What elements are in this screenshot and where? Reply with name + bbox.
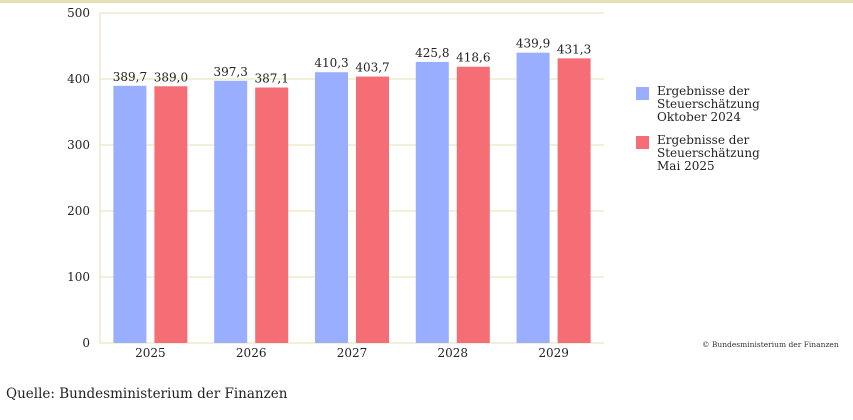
data-label: 397,3 — [214, 65, 248, 79]
x-tick-label: 2025 — [135, 346, 166, 360]
copyright-note: © Bundesministerium der Finanzen — [702, 340, 839, 349]
data-label: 389,7 — [113, 70, 147, 84]
x-tick-label: 2027 — [337, 346, 368, 360]
data-label: 387,1 — [255, 72, 289, 86]
data-label: 389,0 — [154, 70, 188, 84]
bar — [315, 72, 348, 344]
data-label: 403,7 — [355, 61, 389, 75]
data-label: 439,9 — [516, 37, 550, 51]
bar — [456, 66, 490, 343]
legend: Ergebnisse der Steuerschätzung Oktober 2… — [636, 85, 851, 183]
x-tick-label: 2026 — [236, 346, 267, 360]
bar — [113, 85, 147, 343]
x-tick-label: 2029 — [538, 346, 569, 360]
source-note: Quelle: Bundesministerium der Finanzen — [6, 386, 288, 402]
y-tick-label: 500 — [67, 6, 90, 20]
bar — [516, 52, 550, 343]
y-tick-label: 400 — [67, 72, 90, 86]
y-tick-label: 0 — [82, 336, 90, 350]
legend-item-series-2: Ergebnisse der Steuerschätzung Mai 2025 — [636, 134, 851, 173]
data-label: 410,3 — [314, 56, 348, 70]
legend-swatch-series-1 — [636, 87, 649, 100]
chart-area: 0 100 200 300 400 500 389,7 389,0 2025 397,3 387,1… — [0, 3, 853, 373]
bar — [214, 80, 248, 344]
data-label: 431,3 — [557, 42, 591, 56]
bar — [255, 87, 289, 343]
legend-swatch-series-2 — [636, 136, 649, 149]
bar — [415, 61, 449, 344]
y-tick-label: 200 — [67, 204, 90, 218]
data-label: 425,8 — [415, 46, 449, 60]
bar — [557, 58, 591, 343]
legend-item-series-1: Ergebnisse der Steuerschätzung Oktober 2… — [636, 85, 851, 124]
bar — [356, 76, 389, 344]
y-tick-label: 300 — [67, 138, 90, 152]
data-label: 418,6 — [456, 51, 490, 65]
legend-label-series-2: Ergebnisse der Steuerschätzung Mai 2025 — [657, 133, 760, 173]
bar — [154, 86, 188, 343]
x-tick-label: 2028 — [438, 346, 469, 360]
top-rule — [0, 0, 853, 3]
bar-chart: 0 100 200 300 400 500 389,7 389,0 2025 397,3 387,1… — [67, 6, 604, 360]
legend-label-series-1: Ergebnisse der Steuerschätzung Oktober 2… — [657, 84, 760, 124]
y-tick-label: 100 — [67, 270, 90, 284]
